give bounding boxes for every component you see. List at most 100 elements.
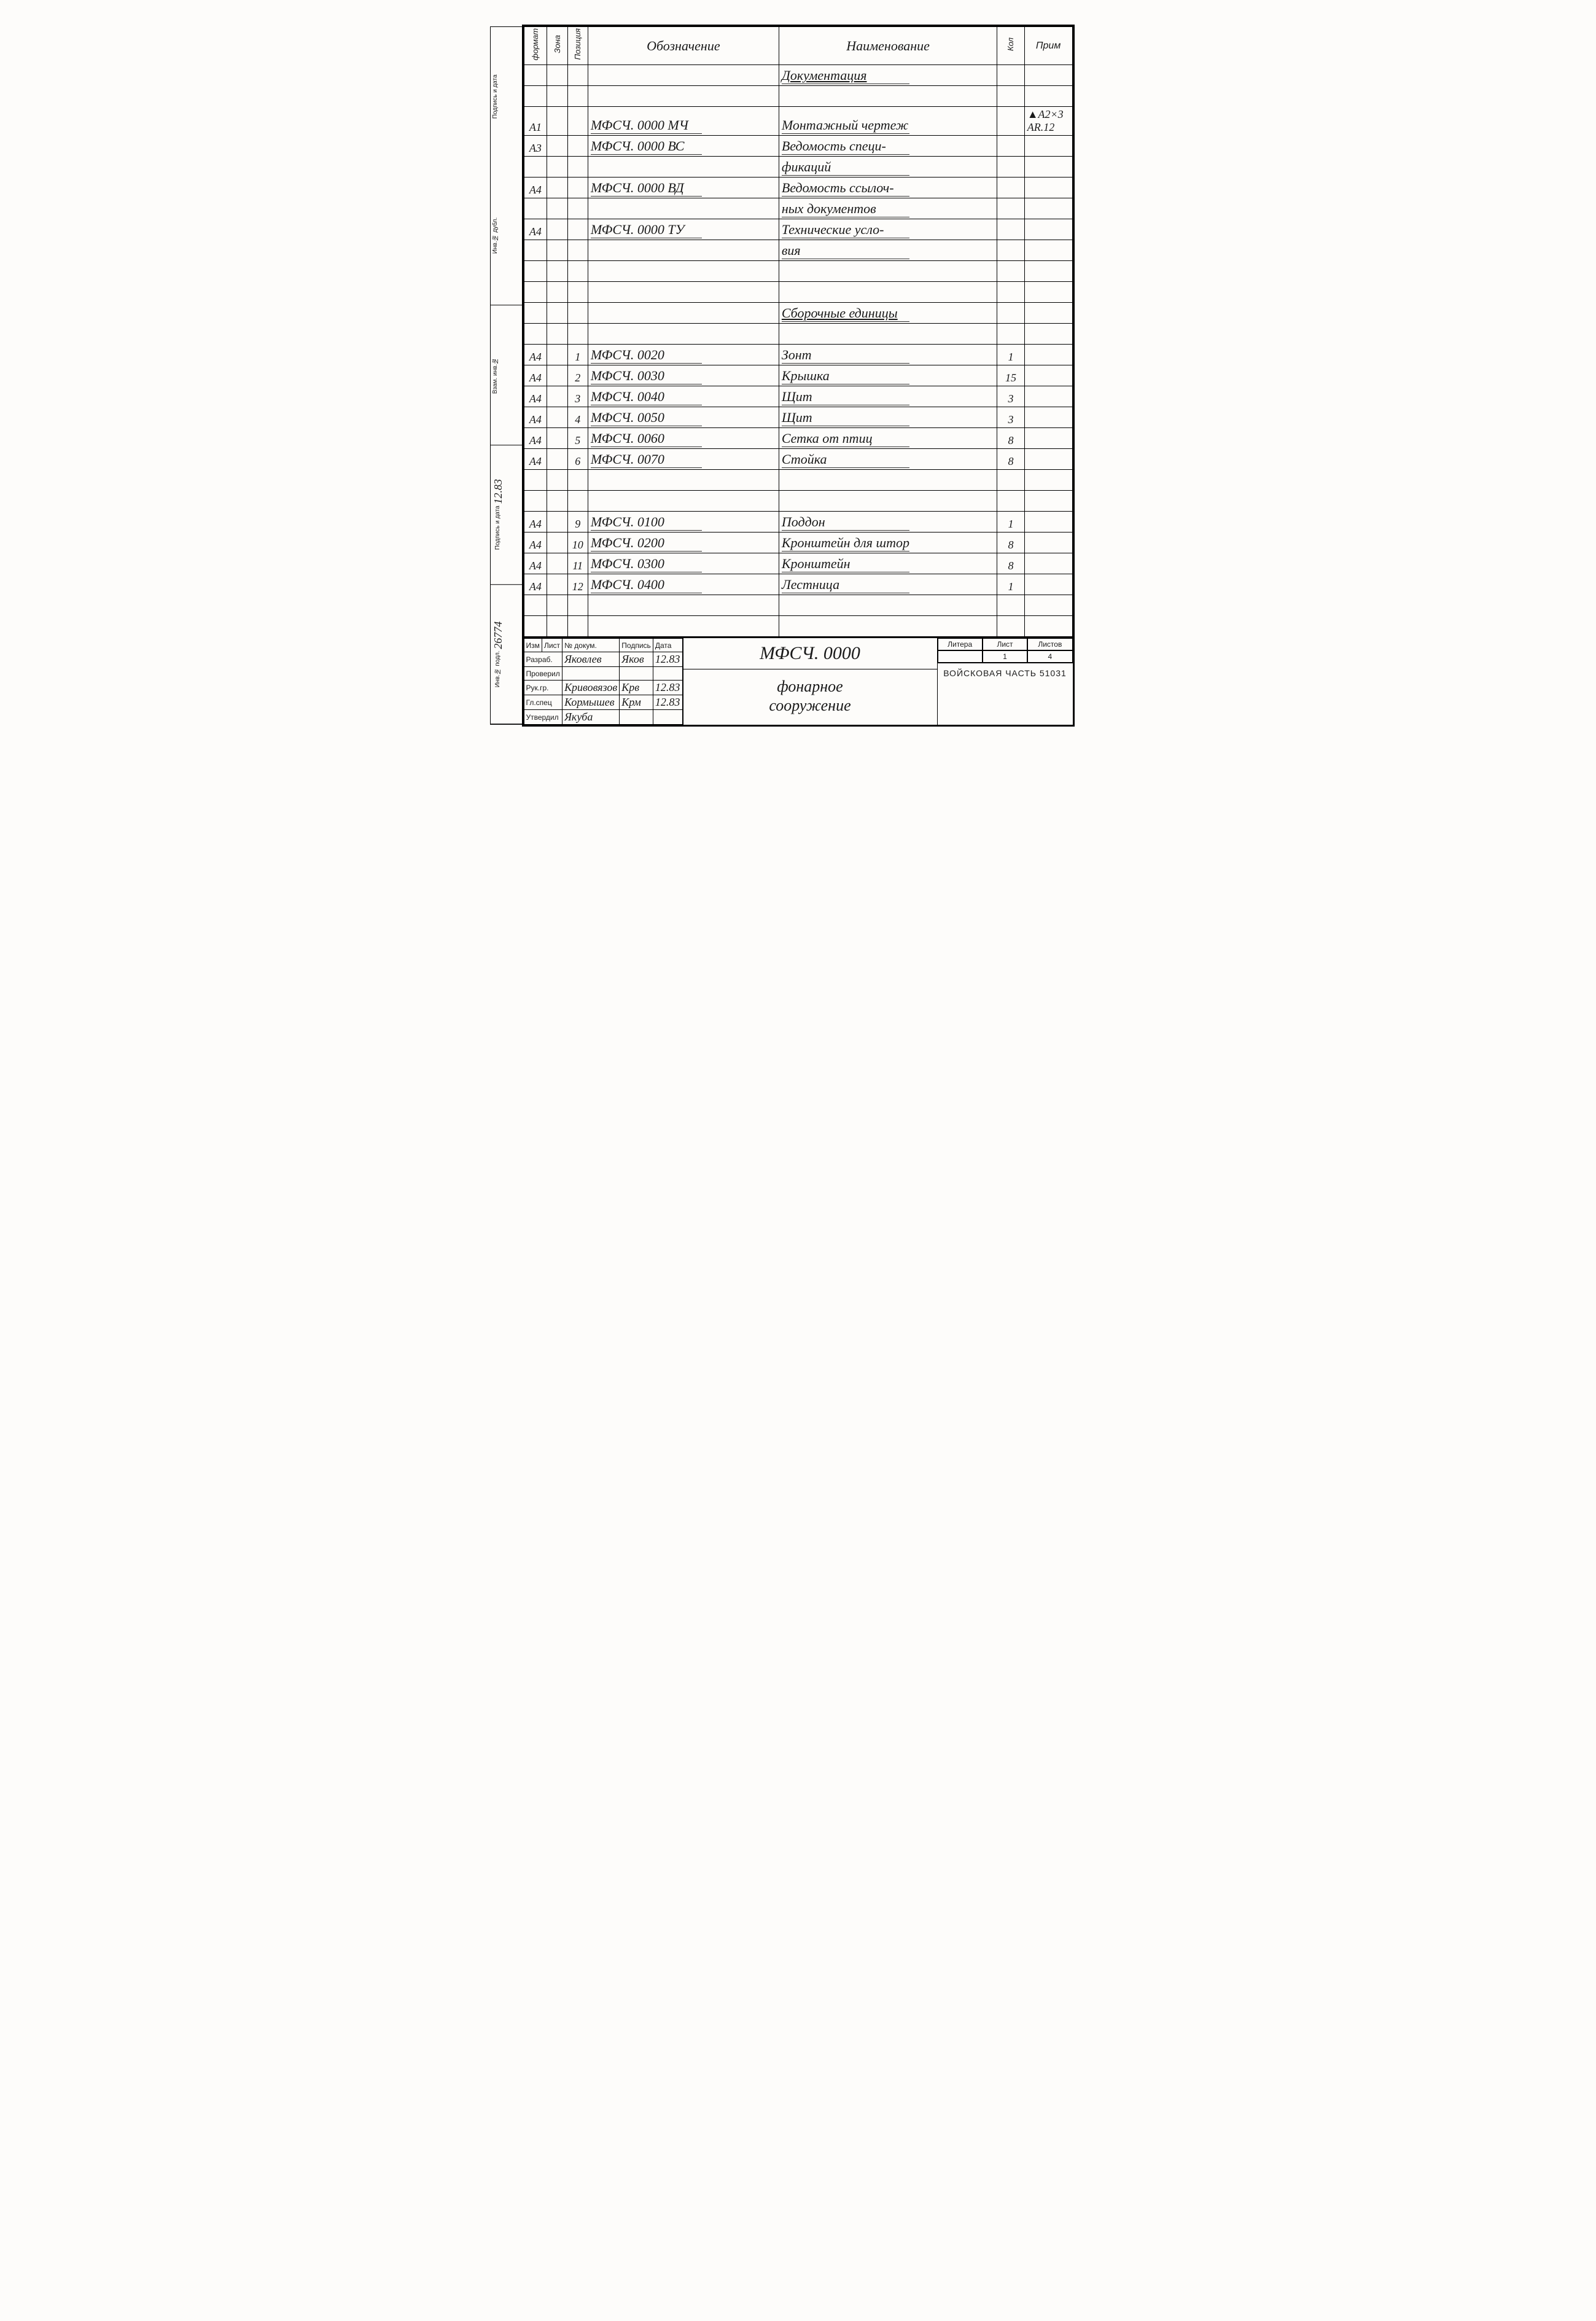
cell-note [1024, 157, 1072, 177]
table-row: А41МФСЧ. 0020Зонт1 [524, 345, 1072, 365]
cell-f: А4 [524, 553, 547, 574]
table-row: А410МФСЧ. 0200Кронштейн для штор8 [524, 532, 1072, 553]
cell-p: 11 [567, 553, 588, 574]
table-row: А42МФСЧ. 0030Крышка15 [524, 365, 1072, 386]
col-qty: Кол [997, 27, 1024, 65]
sig-cell: Яковлев [562, 652, 620, 667]
cell-f [524, 282, 547, 303]
cell-d [588, 157, 779, 177]
cell-q [997, 616, 1024, 637]
cell-p: 5 [567, 428, 588, 449]
table-row [524, 491, 1072, 512]
sig-cell: 12.83 [653, 652, 682, 667]
table-row: А1МФСЧ. 0000 МЧМонтажный чертеж▲А2×3 АR.… [524, 107, 1072, 136]
cell-d [588, 324, 779, 345]
cell-note [1024, 261, 1072, 282]
cell-d [588, 261, 779, 282]
cell-d: МФСЧ. 0200 [588, 532, 779, 553]
cell-q [997, 491, 1024, 512]
sig-cell [620, 667, 653, 681]
cell-note [1024, 282, 1072, 303]
cell-f: А3 [524, 136, 547, 157]
cell-note [1024, 449, 1072, 470]
cell-n [779, 595, 997, 616]
cell-q: 15 [997, 365, 1024, 386]
cell-z [547, 345, 567, 365]
cell-z [547, 324, 567, 345]
cell-note [1024, 240, 1072, 261]
tb-list-h: Лист [983, 638, 1027, 650]
table-row: А4МФСЧ. 0000 ТУТехнические усло- [524, 219, 1072, 240]
spec-table: формат Зона Позиция Обозначение Наименов… [524, 26, 1073, 637]
col-zone: Зона [547, 27, 567, 65]
cell-p [567, 470, 588, 491]
cell-note: ▲А2×3 АR.12 [1024, 107, 1072, 136]
cell-z [547, 491, 567, 512]
sig-cell: Проверил [524, 667, 562, 681]
col-designation: Обозначение [588, 27, 779, 65]
cell-n: Лестница [779, 574, 997, 595]
cell-z [547, 136, 567, 157]
cell-d: МФСЧ. 0300 [588, 553, 779, 574]
cell-q [997, 282, 1024, 303]
cell-z [547, 449, 567, 470]
tb-h-doc: № докум. [562, 639, 620, 652]
cell-p [567, 324, 588, 345]
cell-n: вия [779, 240, 997, 261]
table-row: А3МФСЧ. 0000 ВСВедомость специ- [524, 136, 1072, 157]
cell-note [1024, 553, 1072, 574]
cell-z [547, 86, 567, 107]
cell-d [588, 491, 779, 512]
specification-sheet: Подпись и дата Инв.№ дубл. Взам. инв.№ П… [522, 25, 1075, 727]
cell-n: Сборочные единицы [779, 303, 997, 324]
signature-row: Рук.гр.КривовязовКрв12.83 [524, 681, 682, 695]
cell-p [567, 616, 588, 637]
table-row [524, 282, 1072, 303]
cell-n: Документация [779, 65, 997, 86]
cell-q [997, 303, 1024, 324]
tb-listov-v: 4 [1027, 650, 1072, 663]
title-block-right: Литера Лист Листов 1 4 ВОЙСКОВАЯ ЧАСТЬ 5… [938, 638, 1073, 725]
cell-n: Стойка [779, 449, 997, 470]
table-row: вия [524, 240, 1072, 261]
cell-n: фикаций [779, 157, 997, 177]
cell-p [567, 157, 588, 177]
col-format: формат [524, 27, 547, 65]
cell-z [547, 219, 567, 240]
cell-note [1024, 616, 1072, 637]
table-row [524, 86, 1072, 107]
cell-d: МФСЧ. 0000 МЧ [588, 107, 779, 136]
cell-d: МФСЧ. 0100 [588, 512, 779, 532]
sig-cell [562, 667, 620, 681]
cell-p [567, 107, 588, 136]
cell-z [547, 553, 567, 574]
tb-right-head: Литера Лист Листов [938, 638, 1073, 650]
cell-d [588, 65, 779, 86]
cell-q: 1 [997, 512, 1024, 532]
tb-h-izm: Изм [524, 639, 542, 652]
sig-cell: Рук.гр. [524, 681, 562, 695]
cell-p [567, 261, 588, 282]
cell-q [997, 261, 1024, 282]
cell-f [524, 65, 547, 86]
cell-n: Ведомость специ- [779, 136, 997, 157]
table-row [524, 324, 1072, 345]
cell-n: Зонт [779, 345, 997, 365]
sig-cell: 12.83 [653, 695, 682, 710]
cell-p [567, 86, 588, 107]
cell-z [547, 532, 567, 553]
cell-q [997, 219, 1024, 240]
cell-n [779, 616, 997, 637]
cell-p [567, 282, 588, 303]
cell-note [1024, 532, 1072, 553]
cell-d: МФСЧ. 0000 ВД [588, 177, 779, 198]
cell-n: Монтажный чертеж [779, 107, 997, 136]
cell-note [1024, 86, 1072, 107]
binding-cell: Инв.№ дубл. [491, 166, 524, 305]
cell-f: А4 [524, 177, 547, 198]
tb-litera-v [938, 650, 983, 663]
cell-q: 3 [997, 407, 1024, 428]
cell-p: 4 [567, 407, 588, 428]
cell-note [1024, 428, 1072, 449]
cell-n [779, 261, 997, 282]
